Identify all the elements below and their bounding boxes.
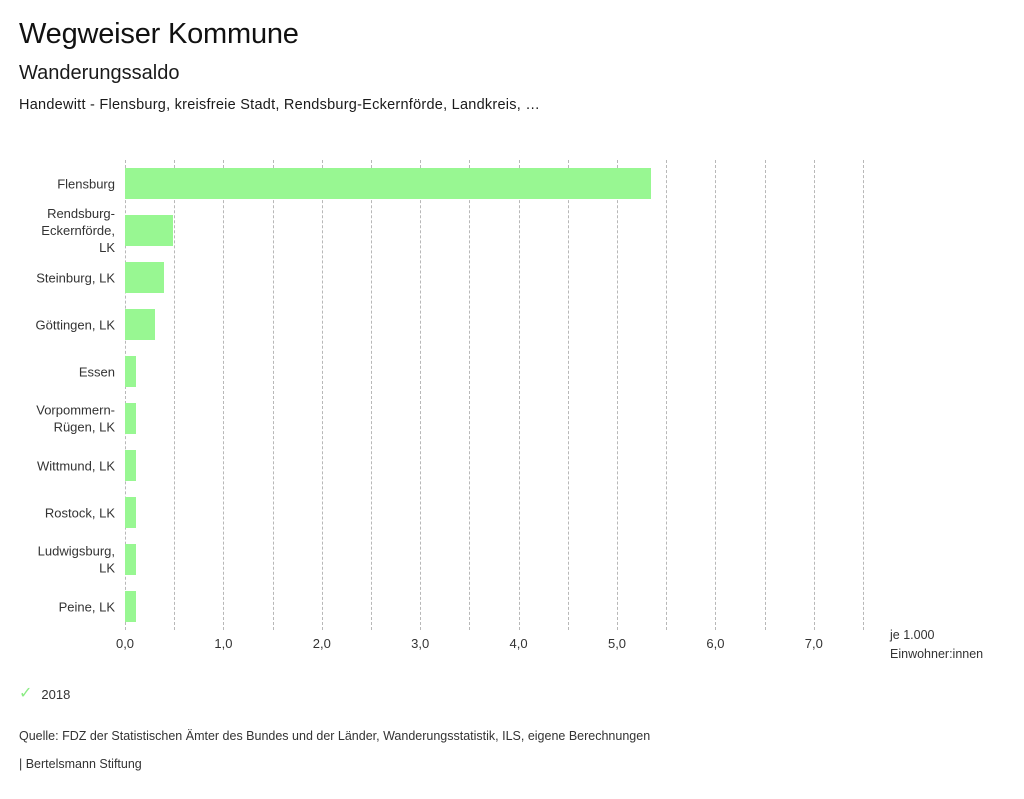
bar-rows: Flensburg Rendsburg- Eckernförde, LK Stein… bbox=[36, 160, 863, 630]
gridline bbox=[813, 160, 815, 630]
y-axis-category-label: Rendsburg- Eckernförde, LK bbox=[41, 205, 115, 256]
x-axis: 0,0 1,0 2,0 3,0 4,0 5,0 6,0 7,0 bbox=[0, 636, 1024, 666]
gridline bbox=[174, 160, 176, 630]
gridline bbox=[272, 160, 274, 630]
gridline bbox=[223, 160, 225, 630]
chart-scope-label: Handewitt - Flensburg, kreisfreie Stadt,… bbox=[19, 97, 541, 114]
bar[interactable] bbox=[125, 168, 652, 199]
chart-subtitle: Wanderungssaldo bbox=[19, 62, 180, 85]
source-note: Quelle: FDZ der Statistischen Ämter des … bbox=[19, 729, 651, 743]
x-axis-tick-label: 4,0 bbox=[509, 636, 528, 651]
gridline bbox=[617, 160, 618, 630]
x-axis-tick-label: 0,0 bbox=[115, 636, 135, 651]
bar[interactable] bbox=[125, 591, 136, 622]
x-axis-tick-label: 7,0 bbox=[804, 636, 823, 651]
gridline bbox=[567, 160, 569, 630]
y-axis-category-label: Göttingen, LK bbox=[35, 316, 116, 332]
x-axis-tick-label: 5,0 bbox=[607, 636, 627, 651]
bar-row: Ludwigsburg, LK bbox=[38, 536, 863, 583]
gridline bbox=[321, 160, 323, 630]
bar-row: Rendsburg- Eckernförde, LK bbox=[41, 206, 863, 255]
plot-region: Flensburg Rendsburg- Eckernförde, LK Stein… bbox=[36, 160, 864, 630]
bar-row: Flensburg bbox=[57, 160, 863, 207]
bar[interactable] bbox=[125, 215, 174, 246]
gridline bbox=[420, 160, 422, 630]
chart-header: Wegweiser Kommune Wanderungssaldo Handew… bbox=[0, 0, 1024, 115]
bar-row: Wittmund, LK bbox=[37, 442, 863, 489]
bar-row: Essen bbox=[79, 348, 863, 395]
bar-row: Rostock, LK bbox=[45, 489, 863, 536]
bar[interactable] bbox=[125, 544, 136, 575]
bar-row: Vorpommern- Rügen, LK bbox=[36, 395, 863, 442]
bar-row: Göttingen, LK bbox=[36, 301, 863, 348]
y-axis-category-label: Rostock, LK bbox=[44, 504, 115, 520]
chart-area: Flensburg Rendsburg- Eckernförde, LK Stein… bbox=[0, 160, 1024, 630]
bar[interactable] bbox=[125, 403, 136, 434]
y-axis-category-label: Ludwigsburg, LK bbox=[37, 543, 115, 576]
y-axis-category-label: Essen bbox=[78, 363, 115, 379]
bar[interactable] bbox=[125, 356, 136, 387]
legend-item-label: 2018 bbox=[41, 686, 71, 702]
legend[interactable]: ✓ 2018 bbox=[19, 686, 70, 702]
check-icon: ✓ bbox=[19, 685, 33, 702]
x-axis-unit-label: je 1.000 Einwohner:innen bbox=[890, 628, 984, 661]
gridline bbox=[371, 160, 372, 630]
y-axis-category-label: Wittmund, LK bbox=[36, 457, 115, 473]
bar[interactable] bbox=[125, 497, 136, 528]
publisher-note: | Bertelsmann Stiftung bbox=[19, 757, 142, 772]
y-axis-category-label: Flensburg bbox=[57, 175, 115, 191]
bar-row: Peine, LK bbox=[59, 583, 863, 630]
gridline bbox=[764, 160, 766, 630]
gridline bbox=[469, 160, 471, 630]
x-axis-tick-label: 2,0 bbox=[312, 636, 331, 651]
y-axis-category-label: Peine, LK bbox=[58, 598, 115, 614]
bar[interactable] bbox=[125, 309, 155, 340]
page-title: Wegweiser Kommune bbox=[19, 18, 299, 50]
bar-row: Steinburg, LK bbox=[36, 254, 863, 301]
x-axis-tick-label: 3,0 bbox=[411, 636, 430, 651]
gridline bbox=[715, 160, 717, 630]
y-axis-category-label: Steinburg, LK bbox=[36, 269, 115, 285]
x-axis-tick-label: 6,0 bbox=[706, 636, 725, 651]
bar[interactable] bbox=[125, 450, 136, 481]
gridline bbox=[125, 160, 126, 630]
x-axis-tick-label: 1,0 bbox=[214, 636, 233, 651]
bar[interactable] bbox=[125, 262, 165, 293]
gridline bbox=[666, 160, 668, 630]
y-axis-category-label: Vorpommern- Rügen, LK bbox=[36, 402, 115, 435]
chart-footer: Quelle: FDZ der Statistischen Ämter des … bbox=[19, 727, 650, 784]
gridline bbox=[863, 160, 864, 630]
gridline bbox=[518, 160, 520, 630]
